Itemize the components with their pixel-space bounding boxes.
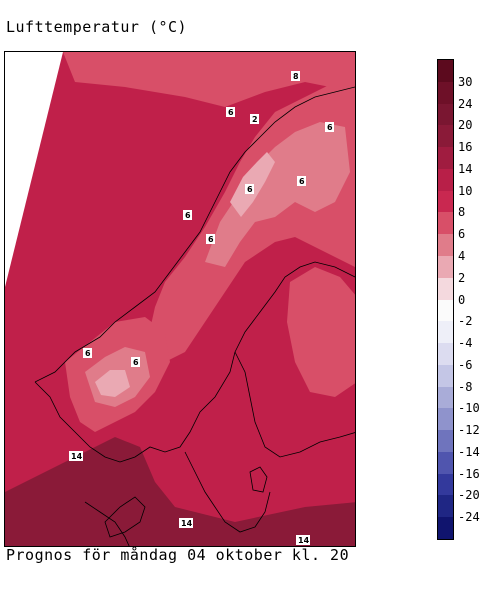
legend-swatch bbox=[438, 81, 453, 104]
legend-swatch bbox=[438, 255, 453, 278]
legend-label: 2 bbox=[458, 270, 466, 285]
legend-swatch bbox=[438, 234, 453, 257]
legend-label: -4 bbox=[458, 336, 473, 351]
legend-swatch bbox=[438, 364, 453, 387]
svg-text:6: 6 bbox=[228, 108, 234, 117]
legend-label: -24 bbox=[458, 510, 480, 525]
label-6-lapland: 6 bbox=[297, 176, 306, 186]
legend-label: -6 bbox=[458, 357, 473, 372]
svg-text:6: 6 bbox=[299, 177, 305, 186]
legend-swatch bbox=[438, 408, 453, 431]
label-2-lofoten: 2 bbox=[250, 114, 259, 124]
no-data-area bbox=[5, 52, 63, 287]
legend-swatch bbox=[438, 190, 453, 213]
label-6-helgeland: 6 bbox=[183, 210, 192, 220]
label-6-lofoten: 6 bbox=[226, 107, 235, 117]
legend-swatch bbox=[438, 277, 453, 300]
legend-swatch bbox=[438, 495, 453, 518]
svg-text:6: 6 bbox=[208, 235, 214, 244]
legend-label: 30 bbox=[458, 74, 473, 89]
svg-text:6: 6 bbox=[185, 211, 191, 220]
label-14-baltic: 14 bbox=[296, 535, 310, 545]
label-6-finnmark: 6 bbox=[325, 122, 334, 132]
legend-swatch bbox=[438, 321, 453, 344]
legend-swatch bbox=[438, 125, 453, 148]
label-6-dovre: 6 bbox=[131, 357, 140, 367]
legend-label: 16 bbox=[458, 140, 473, 155]
label-6-jamtland: 6 bbox=[206, 234, 215, 244]
legend-swatch bbox=[438, 386, 453, 409]
svg-text:14: 14 bbox=[71, 452, 83, 461]
legend-label: -2 bbox=[458, 314, 473, 329]
legend-label: 24 bbox=[458, 96, 473, 111]
svg-text:6: 6 bbox=[85, 349, 91, 358]
legend-swatch bbox=[438, 212, 453, 235]
svg-text:6: 6 bbox=[247, 185, 253, 194]
svg-text:8: 8 bbox=[293, 72, 299, 81]
legend-swatch bbox=[438, 147, 453, 170]
label-8-north: 8 bbox=[291, 71, 300, 81]
legend-label: 8 bbox=[458, 205, 466, 220]
legend-swatch bbox=[438, 343, 453, 366]
legend-label: 10 bbox=[458, 183, 473, 198]
svg-text:14: 14 bbox=[181, 519, 193, 528]
legend-label: -8 bbox=[458, 379, 473, 394]
legend-swatch bbox=[438, 517, 453, 539]
label-14-denmark: 14 bbox=[179, 518, 193, 528]
warm-sea-south bbox=[5, 437, 355, 546]
legend-swatch bbox=[438, 473, 453, 496]
legend-label: 20 bbox=[458, 118, 473, 133]
svg-text:6: 6 bbox=[327, 123, 333, 132]
svg-text:2: 2 bbox=[252, 115, 258, 124]
label-6-fjords: 6 bbox=[83, 348, 92, 358]
legend-swatch bbox=[438, 299, 453, 322]
temperature-map: 8 6 2 6 6 6 6 6 6 6 14 14 14 bbox=[4, 51, 356, 547]
legend-swatch bbox=[438, 60, 453, 82]
legend-label: 14 bbox=[458, 161, 473, 176]
svg-text:6: 6 bbox=[133, 358, 139, 367]
legend-swatch bbox=[438, 430, 453, 453]
legend-label: 4 bbox=[458, 248, 466, 263]
cool-band-north bbox=[63, 52, 355, 107]
land-cooler-zone bbox=[205, 122, 350, 267]
svg-text:14: 14 bbox=[298, 536, 310, 545]
chart-title: Lufttemperatur (°C) bbox=[6, 18, 188, 36]
sw-norway-cold bbox=[95, 370, 130, 397]
legend-label: -10 bbox=[458, 401, 480, 416]
coastlines bbox=[34, 86, 355, 546]
legend-label: -20 bbox=[458, 488, 480, 503]
legend-label: 0 bbox=[458, 292, 466, 307]
map-canvas: 8 6 2 6 6 6 6 6 6 6 14 14 14 bbox=[5, 52, 355, 546]
label-14-skagerrak: 14 bbox=[69, 451, 83, 461]
map-labels: 8 6 2 6 6 6 6 6 6 6 14 14 14 bbox=[69, 71, 334, 545]
legend-label: -14 bbox=[458, 444, 480, 459]
finland-cool bbox=[287, 267, 355, 397]
forecast-caption: Prognos för måndag 04 oktober kl. 20 bbox=[6, 546, 350, 564]
legend-label: 6 bbox=[458, 227, 466, 242]
color-scale-bar bbox=[437, 59, 454, 540]
legend-swatch bbox=[438, 168, 453, 191]
legend-swatch bbox=[438, 451, 453, 474]
legend-label: -12 bbox=[458, 423, 480, 438]
legend-label: -16 bbox=[458, 466, 480, 481]
legend-swatch bbox=[438, 103, 453, 126]
label-6-norrbotten: 6 bbox=[245, 184, 254, 194]
